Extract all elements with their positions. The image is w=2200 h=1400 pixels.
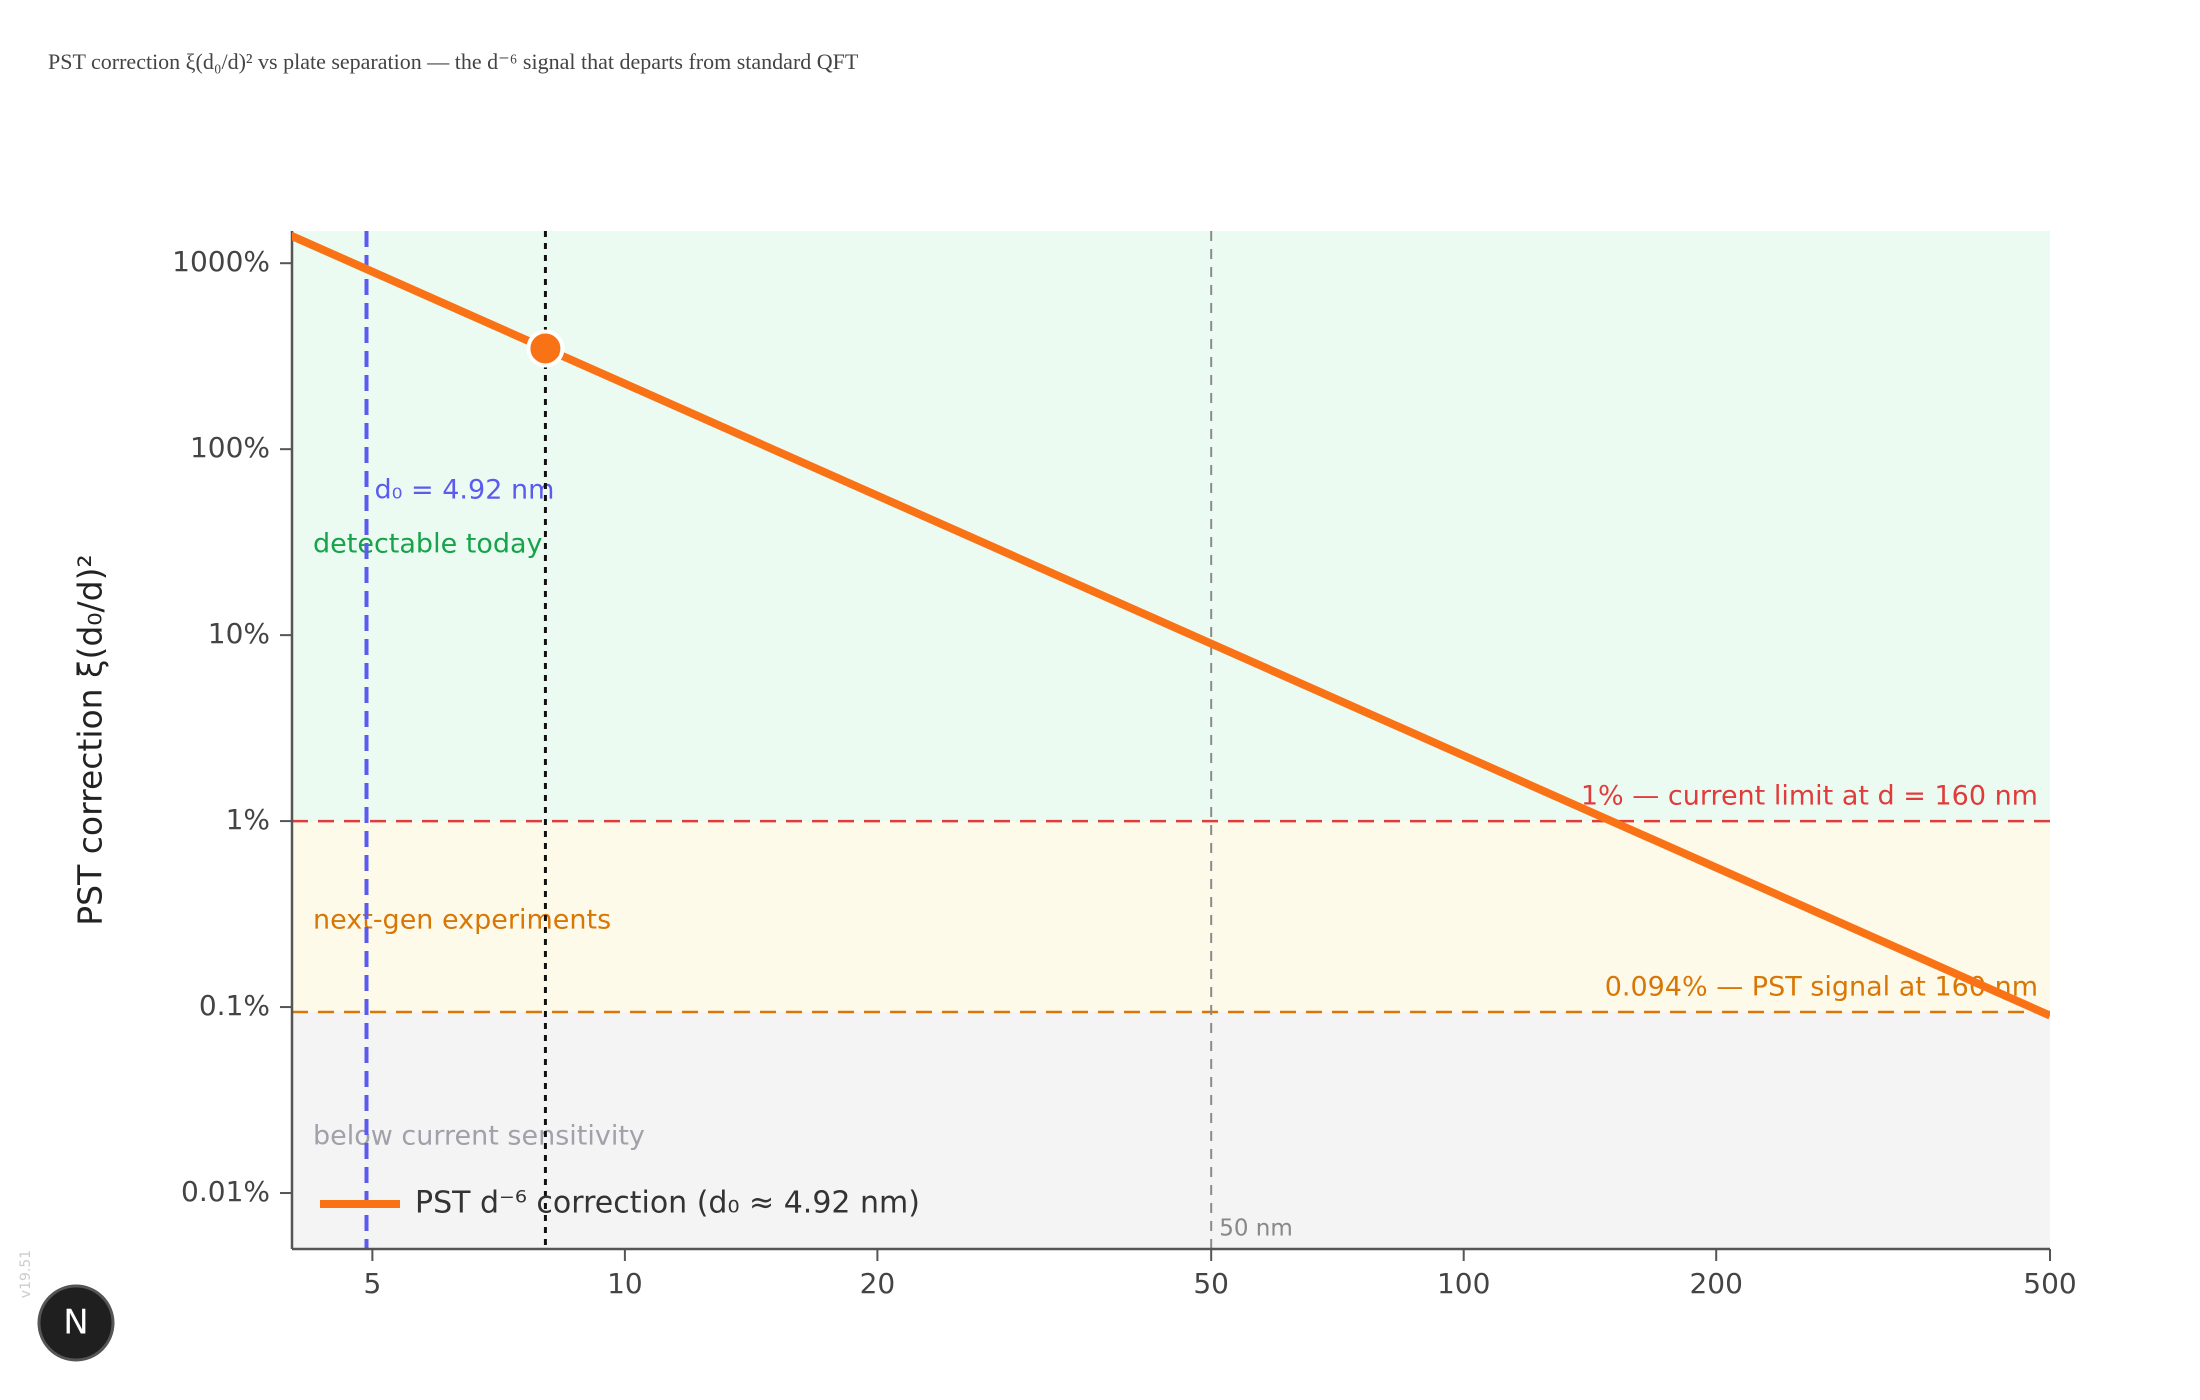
x-tick-label: 500 — [2023, 1267, 2076, 1300]
y-axis-label: PST correction ξ(d₀/d)² — [71, 554, 110, 925]
region-label: detectable today — [313, 529, 543, 560]
region-label: below current sensitivity — [313, 1121, 645, 1152]
version-badge: v19.51 — [18, 1250, 34, 1298]
x-tick-label: 50 — [1193, 1267, 1229, 1300]
y-tick-label: 100% — [190, 431, 270, 464]
x-tick-label: 200 — [1689, 1267, 1742, 1300]
region — [292, 1012, 2050, 1249]
y-tick-label: 1% — [226, 803, 270, 836]
y-tick-label: 0.01% — [181, 1175, 270, 1208]
x-tick-label: 100 — [1437, 1267, 1490, 1300]
series-line — [292, 232, 2050, 1020]
region-label: next-gen experiments — [313, 905, 611, 936]
y-tick-label: 10% — [208, 617, 270, 650]
vertical-label: 50 nm — [1219, 1216, 1293, 1242]
x-tick-label: 10 — [607, 1267, 643, 1300]
reference-label: 1% — current limit at d = 160 nm — [1581, 781, 2038, 812]
dev-button-icon[interactable]: N — [63, 1303, 88, 1343]
y-tick-label: 1000% — [172, 245, 270, 278]
region — [292, 821, 2050, 1013]
y-tick-label: 0.1% — [199, 989, 270, 1022]
region — [292, 231, 2050, 822]
chart-title: PST correction ξ(d₀/d)² vs plate separat… — [48, 49, 859, 74]
legend-label: PST d⁻⁶ correction (d₀ ≈ 4.92 nm) — [415, 1186, 920, 1221]
vertical-label: d₀ = 4.92 nm — [375, 475, 555, 506]
reference-label: 0.094% — PST signal at 160 nm — [1605, 972, 2038, 1003]
highlight-point — [526, 329, 565, 368]
x-tick-label: 20 — [860, 1267, 896, 1300]
x-tick-label: 5 — [363, 1267, 381, 1300]
dev-button[interactable] — [37, 1284, 115, 1362]
